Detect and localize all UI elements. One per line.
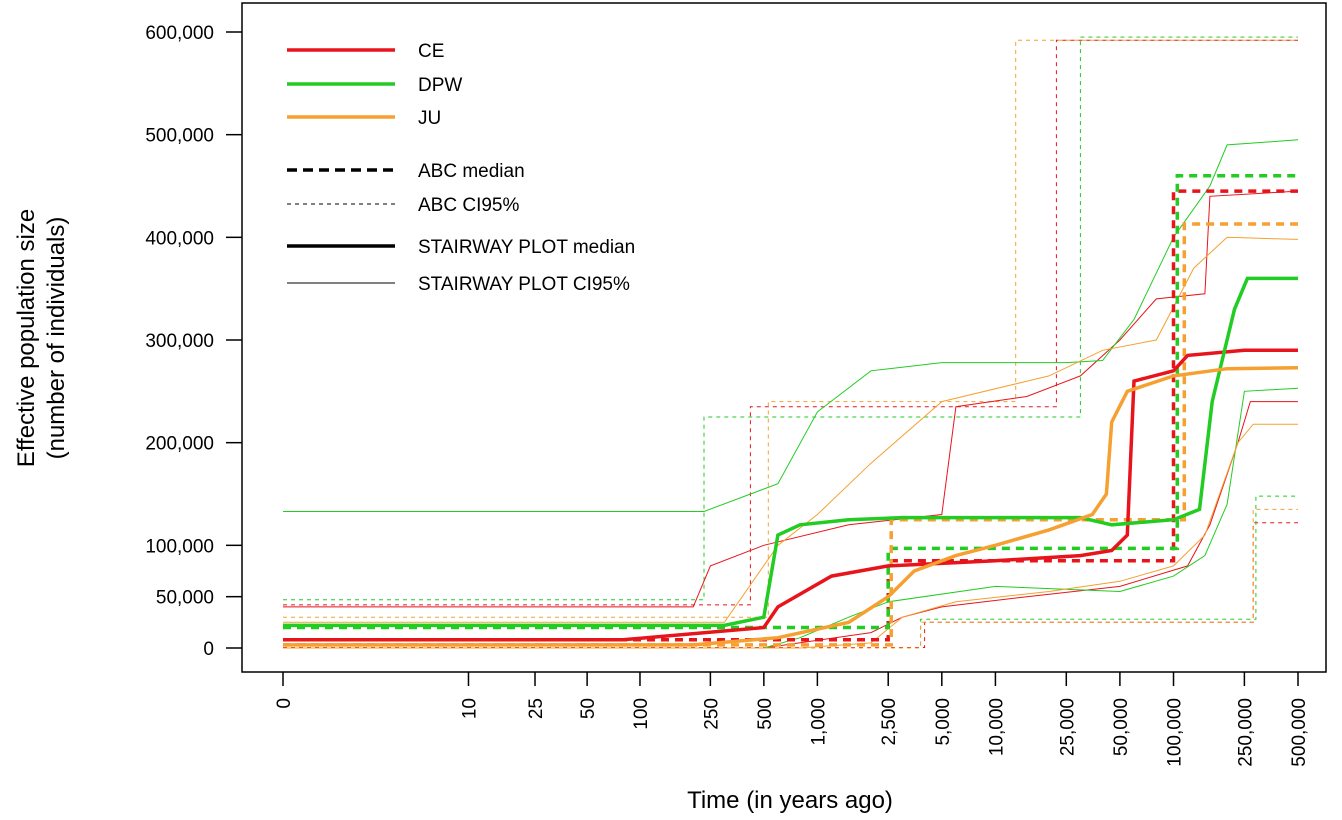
x-tick-label: 5,000 [933,698,954,746]
x-tick-label: 25,000 [1057,698,1078,756]
y-tick-label: 0 [203,639,214,660]
y-tick-label: 400,000 [145,228,214,249]
y-tick-label: 600,000 [145,23,214,44]
y-tick-label: 200,000 [145,434,214,455]
legend-label: CE [418,41,444,62]
x-tick-label: 2,500 [879,698,900,746]
x-tick-label: 250,000 [1235,698,1256,767]
x-tick-label: 10 [459,698,480,719]
series-line [283,173,1298,630]
series-line [283,365,1299,647]
x-tick-label: 0 [274,698,295,709]
x-tick-label: 100 [631,698,652,730]
y-tick-label: 300,000 [145,331,214,352]
series-line [283,222,1298,647]
series-line [283,348,1298,642]
series-line [283,401,1298,649]
x-tick-label: 25 [526,698,547,719]
series-line [283,39,1298,618]
series-line [283,189,1298,642]
y-axis-title: Effective population size [13,209,40,467]
legend-label: ABC CI95% [418,195,519,216]
x-tick-label: 500 [755,698,776,730]
y-tick-label: 50,000 [156,588,214,609]
x-tick-label: 50 [578,698,599,719]
x-tick-label: 250 [701,698,722,730]
x-tick-label: 50,000 [1111,698,1132,756]
x-tick-label: 500,000 [1289,698,1310,767]
legend-label: ABC median [418,161,525,182]
series-line [283,236,1299,623]
legend-label: DPW [418,75,462,96]
y-tick-label: 100,000 [145,536,214,557]
plot-box [241,2,1327,673]
x-tick-label: 1,000 [808,698,829,746]
y-tick-label: 500,000 [145,126,214,147]
series-line [283,139,1299,512]
x-axis-title: Time (in years ago) [687,787,893,814]
legend-label: STAIRWAY PLOT CI95% [418,274,630,295]
series-line [283,190,1299,608]
series-line [283,508,1298,649]
series-line [283,276,1298,628]
legend-label: JU [418,108,441,129]
x-tick-label: 10,000 [986,698,1007,756]
y-axis-title: (number of individuals) [43,217,70,460]
x-tick-label: 100,000 [1165,698,1186,767]
legend-label: STAIRWAY PLOT median [418,237,635,258]
series-line [283,39,1298,606]
